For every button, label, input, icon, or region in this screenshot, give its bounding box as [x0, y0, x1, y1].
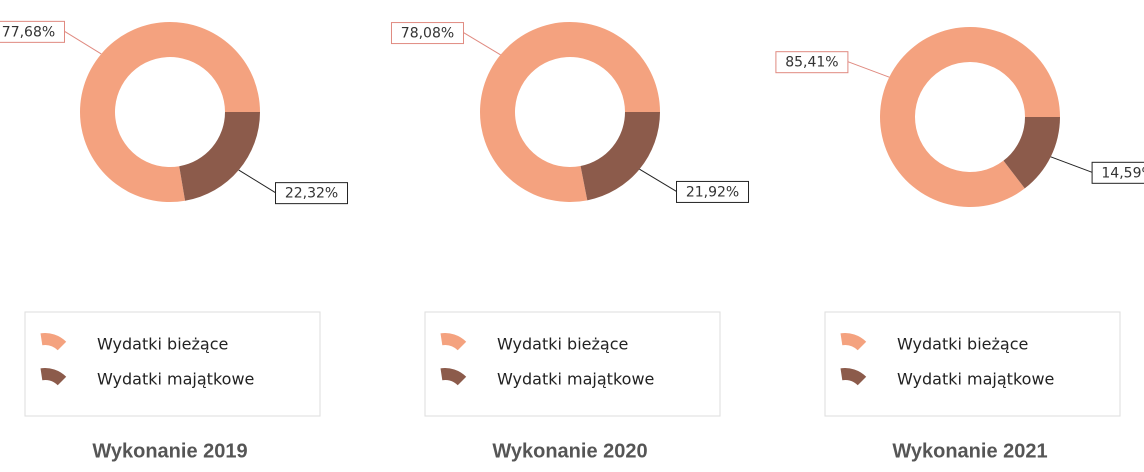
value-label-box — [275, 182, 349, 205]
legend-icon — [840, 367, 867, 386]
value-label: 77,68% — [2, 24, 55, 40]
leader-line — [64, 30, 102, 55]
legend-icon — [440, 333, 467, 351]
leader-line — [1050, 156, 1093, 173]
legend-label: Wydatki bieżące — [897, 335, 1028, 354]
donut-segment — [179, 112, 260, 201]
value-label: 21,92% — [686, 184, 739, 200]
value-label: 85,41% — [785, 55, 838, 71]
donut-segment — [1003, 117, 1060, 189]
leader-line — [847, 61, 890, 78]
value-label: 22,32% — [285, 186, 338, 202]
chart-title: Wykonanie 2019 — [92, 440, 247, 462]
donut-segment — [79, 22, 260, 202]
chart-title: Wykonanie 2021 — [892, 440, 1047, 462]
value-label: 78,08% — [401, 26, 454, 42]
legend-icon — [40, 332, 67, 351]
legend-box — [424, 311, 721, 417]
value-label-box — [1091, 161, 1144, 184]
value-label: 14,59% — [1101, 165, 1144, 181]
donut-segment — [880, 27, 1060, 208]
legend-label: Wydatki majątkowe — [897, 370, 1054, 389]
legend-icon — [40, 367, 67, 386]
value-label-box — [390, 22, 464, 45]
leader-line — [238, 169, 276, 194]
value-label-box — [775, 51, 849, 74]
legend-icon — [840, 332, 867, 351]
legend-label: Wydatki bieżące — [97, 335, 228, 354]
legend-label: Wydatki majątkowe — [497, 370, 654, 389]
leader-line — [463, 32, 501, 56]
value-label-box — [676, 180, 750, 203]
chart-title: Wykonanie 2020 — [492, 440, 647, 462]
leader-line — [639, 168, 677, 192]
donut-segment — [580, 112, 660, 201]
legend-box — [824, 311, 1121, 417]
legend-label: Wydatki bieżące — [497, 335, 628, 354]
value-label-box — [0, 20, 65, 43]
legend-label: Wydatki majątkowe — [97, 370, 254, 389]
legend-box — [24, 311, 321, 417]
donut-segment — [480, 22, 660, 202]
legend-icon — [440, 368, 467, 386]
